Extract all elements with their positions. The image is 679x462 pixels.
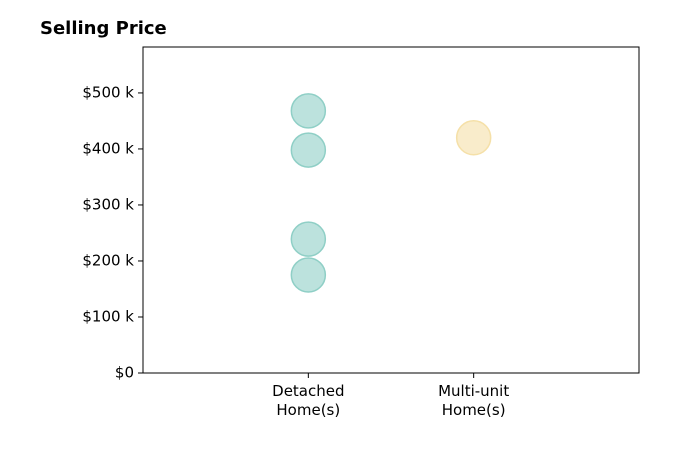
y-tick-label: $100 k [82, 307, 134, 325]
y-tick-label: $500 k [82, 83, 134, 101]
y-tick-label: $300 k [82, 195, 134, 213]
y-tick-label: $200 k [82, 251, 134, 269]
x-tick-label: Detached Home(s) [272, 382, 345, 419]
point [455, 119, 492, 156]
y-tick-label: $0 [115, 364, 134, 382]
point [290, 132, 327, 168]
plot-frame [142, 46, 640, 374]
point [290, 93, 327, 129]
x-tick-label: Multi-unit Home(s) [438, 382, 510, 419]
point [290, 257, 327, 293]
chart-title: Selling Price [40, 18, 167, 39]
point [290, 221, 327, 257]
y-tick-label: $400 k [82, 139, 134, 157]
